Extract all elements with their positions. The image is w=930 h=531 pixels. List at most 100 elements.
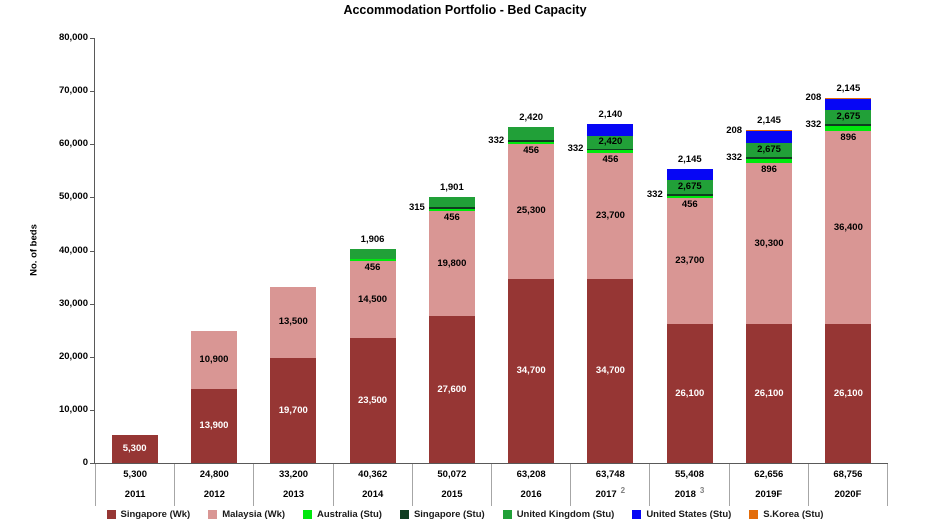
- legend-item-singapore-wk: Singapore (Wk): [106, 509, 190, 520]
- bar-segment-2013-malaysia-wk: [270, 286, 317, 359]
- bar-segment-2017-australia-stu: [587, 150, 634, 153]
- category-cell: 63,748 2017 2: [571, 464, 651, 506]
- bar-segment-2014-malaysia-wk: [349, 261, 396, 339]
- data-label: 2,145: [677, 153, 702, 165]
- y-tick-label: 60,000: [58, 138, 88, 150]
- bar-segment-2018-malaysia-wk: [666, 198, 713, 325]
- data-label: 1,901: [439, 181, 464, 193]
- data-label: 2,675: [677, 181, 702, 193]
- bar-segment-2016-australia-stu: [508, 141, 555, 145]
- bar-segment-2019f-malaysia-wk: [746, 163, 793, 325]
- bar-segment-2015-united-kingdom-stu: [428, 196, 475, 208]
- data-label: 456: [443, 212, 460, 224]
- category-year: 2019F: [755, 489, 783, 500]
- data-label: 14,500: [358, 293, 388, 305]
- bar-segment-2016-united-kingdom-stu: [508, 127, 555, 141]
- bar-segment-2015-singapore-stu: [428, 207, 475, 209]
- y-tick-label: 50,000: [58, 191, 88, 203]
- chart-title: Accommodation Portfolio - Bed Capacity: [343, 3, 587, 17]
- y-tick-label: 10,000: [58, 403, 88, 415]
- bar-segment-2018-united-kingdom-stu: [666, 180, 713, 195]
- legend-item-united-states-stu: United States (Stu): [632, 509, 731, 520]
- category-year: 2018 3: [674, 486, 705, 500]
- bar-segment-2017-united-kingdom-stu: [587, 135, 634, 149]
- data-label: 2,140: [598, 109, 623, 121]
- bar-segment-2012-malaysia-wk: [190, 331, 237, 390]
- data-label: 34,700: [516, 364, 546, 376]
- category-cell: 33,200 2013: [254, 464, 334, 506]
- bar-segment-2011-singapore-wk: [111, 434, 158, 463]
- bar-segment-2017-singapore-stu: [587, 148, 634, 151]
- bar-segment-2018-singapore-stu: [666, 194, 713, 196]
- bar-segment-2019f-s-korea-stu: [746, 130, 793, 132]
- data-label: 13,500: [278, 316, 308, 328]
- bar-segment-2018-singapore-wk: [666, 324, 713, 463]
- bar-segment-2020f-united-kingdom-stu: [825, 110, 872, 125]
- legend-label: United Kingdom (Stu): [516, 509, 615, 520]
- legend-swatch-united-kingdom-stu: [502, 510, 512, 519]
- data-label: 23,500: [358, 394, 388, 406]
- y-tick-mark: [90, 250, 94, 252]
- data-label: 896: [761, 164, 777, 176]
- data-label: 332: [488, 134, 505, 146]
- data-label: 27,600: [437, 383, 467, 395]
- legend-swatch-s-korea-stu: [749, 510, 759, 519]
- y-tick-label: 30,000: [58, 297, 88, 309]
- category-year: 2020F: [834, 489, 862, 500]
- category-total: 24,800: [199, 469, 229, 480]
- y-tick-label: 80,000: [58, 32, 88, 43]
- data-label: 2,675: [757, 143, 781, 155]
- y-tick-label: 0: [82, 457, 88, 468]
- data-label: 23,700: [595, 209, 625, 221]
- bar-segment-2014-australia-stu: [349, 258, 396, 262]
- data-label: 208: [726, 124, 743, 136]
- category-cell: 24,800 2012: [175, 464, 255, 506]
- data-label: 315: [408, 201, 425, 213]
- data-label: 332: [805, 119, 822, 131]
- data-label: 30,300: [754, 237, 784, 249]
- bar-segment-2020f-singapore-wk: [825, 324, 872, 463]
- category-year: 2017 2: [595, 486, 626, 500]
- legend-swatch-singapore-stu: [399, 510, 409, 519]
- y-tick-mark: [90, 356, 94, 358]
- category-total: 55,408: [674, 469, 705, 480]
- category-axis-table: 5,300 2011 24,800 2012 33,200 2013 40,362 2014 5…: [95, 464, 889, 506]
- data-label: 10,900: [199, 354, 229, 366]
- category-cell: 40,362 2014: [334, 464, 413, 506]
- data-label: 19,800: [437, 257, 467, 269]
- bar-segment-2015-australia-stu: [428, 208, 475, 212]
- legend-label: Australia (Stu): [317, 509, 382, 520]
- bar-segment-2020f-united-states-stu: [825, 98, 872, 111]
- category-cell: 55,408 2018 3: [650, 464, 730, 506]
- y-tick-label: 70,000: [58, 85, 88, 97]
- category-cell: 5,300 2011: [96, 464, 176, 506]
- data-label: 332: [567, 143, 584, 155]
- footnote-superscript: 3: [699, 486, 705, 495]
- y-tick-mark: [90, 197, 94, 199]
- data-label: 23,700: [675, 255, 705, 267]
- category-year: 2011: [124, 489, 146, 500]
- category-cell: 50,072 2015: [413, 464, 493, 506]
- category-year: 2013: [282, 489, 305, 500]
- data-label: 456: [602, 153, 619, 165]
- category-year: 2014: [362, 489, 384, 500]
- category-total: 33,200: [278, 469, 309, 480]
- bar-segment-2019f-united-kingdom-stu: [746, 142, 793, 157]
- bar-segment-2018-united-states-stu: [666, 168, 713, 181]
- data-label: 2,420: [519, 112, 544, 124]
- legend-item-s-korea-stu: S.Korea (Stu): [749, 509, 823, 520]
- category-total: 40,362: [358, 469, 388, 480]
- data-label: 34,700: [595, 364, 625, 376]
- data-label: 2,675: [836, 111, 861, 123]
- data-label: 19,700: [278, 404, 308, 416]
- data-label: 13,900: [199, 420, 229, 432]
- legend-item-malaysia-wk: Malaysia (Wk): [208, 509, 285, 520]
- data-label: 25,300: [516, 205, 546, 217]
- bar-segment-2012-singapore-wk: [190, 389, 237, 463]
- bar-segment-2017-united-states-stu: [587, 124, 634, 136]
- footnote-superscript: 2: [620, 486, 626, 495]
- category-total: 63,748: [595, 469, 625, 480]
- data-label: 332: [646, 189, 663, 201]
